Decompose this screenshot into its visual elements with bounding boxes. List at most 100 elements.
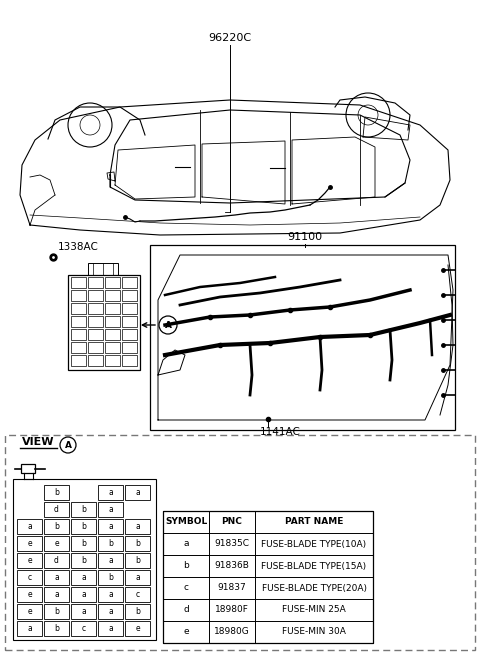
Text: 91837: 91837 xyxy=(217,584,246,593)
Bar xyxy=(71,536,96,551)
Bar xyxy=(122,355,137,366)
Bar xyxy=(71,290,86,301)
Text: 18980F: 18980F xyxy=(215,605,249,614)
Bar xyxy=(122,277,137,288)
Bar xyxy=(44,536,69,551)
Bar xyxy=(71,553,96,568)
Bar xyxy=(125,519,150,534)
Text: d: d xyxy=(183,605,189,614)
Bar xyxy=(17,553,42,568)
Text: SYMBOL: SYMBOL xyxy=(165,517,207,527)
Text: e: e xyxy=(27,539,32,548)
Bar xyxy=(71,329,86,340)
Text: a: a xyxy=(27,624,32,633)
Text: a: a xyxy=(54,573,59,582)
Bar xyxy=(71,342,86,353)
Text: a: a xyxy=(108,590,113,599)
Text: a: a xyxy=(135,522,140,531)
Text: b: b xyxy=(135,556,140,565)
Bar xyxy=(105,316,120,327)
Bar xyxy=(71,570,96,585)
Bar xyxy=(44,587,69,602)
Bar xyxy=(44,485,69,500)
Bar xyxy=(125,485,150,500)
Bar xyxy=(71,587,96,602)
Bar xyxy=(122,342,137,353)
Text: a: a xyxy=(81,607,86,616)
Text: 91835C: 91835C xyxy=(215,540,250,548)
Bar xyxy=(125,621,150,636)
Bar xyxy=(71,519,96,534)
Bar xyxy=(88,303,103,314)
Text: FUSE-MIN 25A: FUSE-MIN 25A xyxy=(282,605,346,614)
Bar xyxy=(17,536,42,551)
Text: PNC: PNC xyxy=(222,517,242,527)
Text: a: a xyxy=(108,505,113,514)
Text: FUSE-BLADE TYPE(10A): FUSE-BLADE TYPE(10A) xyxy=(262,540,367,548)
Bar xyxy=(44,604,69,619)
Bar xyxy=(17,604,42,619)
Text: a: a xyxy=(27,522,32,531)
Bar xyxy=(98,502,123,517)
Bar xyxy=(125,536,150,551)
Text: e: e xyxy=(27,607,32,616)
Text: c: c xyxy=(27,573,32,582)
Bar xyxy=(105,290,120,301)
Text: b: b xyxy=(54,624,59,633)
Bar xyxy=(105,355,120,366)
Bar xyxy=(68,275,140,370)
Bar xyxy=(105,277,120,288)
Text: a: a xyxy=(108,488,113,497)
Text: b: b xyxy=(54,522,59,531)
Bar xyxy=(125,604,150,619)
Text: a: a xyxy=(108,624,113,633)
Text: FUSE-BLADE TYPE(20A): FUSE-BLADE TYPE(20A) xyxy=(262,584,367,593)
Text: a: a xyxy=(108,556,113,565)
Bar xyxy=(17,621,42,636)
Bar xyxy=(88,277,103,288)
Text: a: a xyxy=(54,590,59,599)
Bar xyxy=(98,536,123,551)
Bar xyxy=(44,553,69,568)
Text: 96220C: 96220C xyxy=(208,33,252,43)
Text: a: a xyxy=(135,573,140,582)
Bar xyxy=(21,464,35,473)
Text: b: b xyxy=(135,539,140,548)
Text: e: e xyxy=(27,590,32,599)
Bar xyxy=(44,519,69,534)
Text: 1141AC: 1141AC xyxy=(260,427,301,437)
Text: a: a xyxy=(108,522,113,531)
Text: c: c xyxy=(135,590,140,599)
Bar xyxy=(163,511,373,643)
Text: b: b xyxy=(108,539,113,548)
Text: e: e xyxy=(183,627,189,637)
Text: a: a xyxy=(183,540,189,548)
Text: a: a xyxy=(108,607,113,616)
Bar xyxy=(122,316,137,327)
Bar xyxy=(98,519,123,534)
Text: e: e xyxy=(54,539,59,548)
Bar xyxy=(5,435,475,650)
Text: A: A xyxy=(64,441,72,449)
Bar xyxy=(71,355,86,366)
Bar xyxy=(98,570,123,585)
Text: b: b xyxy=(54,488,59,497)
Bar xyxy=(13,479,156,640)
Bar xyxy=(98,553,123,568)
Bar xyxy=(17,570,42,585)
Bar xyxy=(17,587,42,602)
Bar xyxy=(44,621,69,636)
Text: b: b xyxy=(108,573,113,582)
Bar xyxy=(88,290,103,301)
Text: b: b xyxy=(54,607,59,616)
Bar xyxy=(71,502,96,517)
Bar xyxy=(98,485,123,500)
Text: c: c xyxy=(183,584,189,593)
Bar xyxy=(88,316,103,327)
Bar xyxy=(98,604,123,619)
Bar xyxy=(71,303,86,314)
Text: a: a xyxy=(135,488,140,497)
Text: a: a xyxy=(81,590,86,599)
Text: 1338AC: 1338AC xyxy=(58,242,99,252)
Bar xyxy=(125,570,150,585)
